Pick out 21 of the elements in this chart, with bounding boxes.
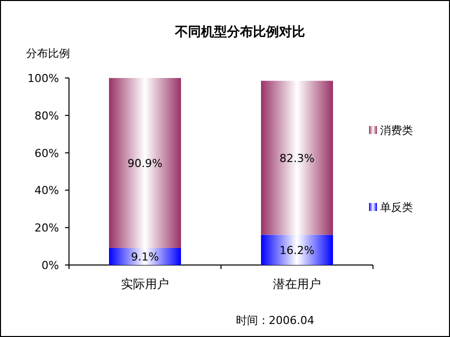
y-tick-label: 80% [34,109,59,122]
y-tick-label: 0% [42,259,59,272]
bar [109,78,181,248]
data-label: 9.1% [131,250,159,264]
y-tick-label: 20% [34,222,59,235]
bar [261,234,333,265]
y-tick-label: 60% [34,146,59,160]
bar [109,248,181,265]
text: 时间：2006.04 [236,314,314,327]
y-tick-label: 40% [34,184,59,198]
data-label: 16.2% [280,244,314,257]
legend-label: 单反类 [380,201,413,214]
chart-title: 不同机型分布比例对比 [174,25,305,40]
x-tick-label: 实际用户 [121,277,169,291]
data-label: 82.3% [280,152,314,165]
data-label: 90.9% [128,156,162,170]
legend-label: 消费类 [380,124,413,137]
y-axis-title: 分布比例 [26,47,70,60]
bar [261,80,333,235]
x-tick-label: 潜在用户 [273,277,321,291]
y-tick-label: 100% [28,72,59,85]
